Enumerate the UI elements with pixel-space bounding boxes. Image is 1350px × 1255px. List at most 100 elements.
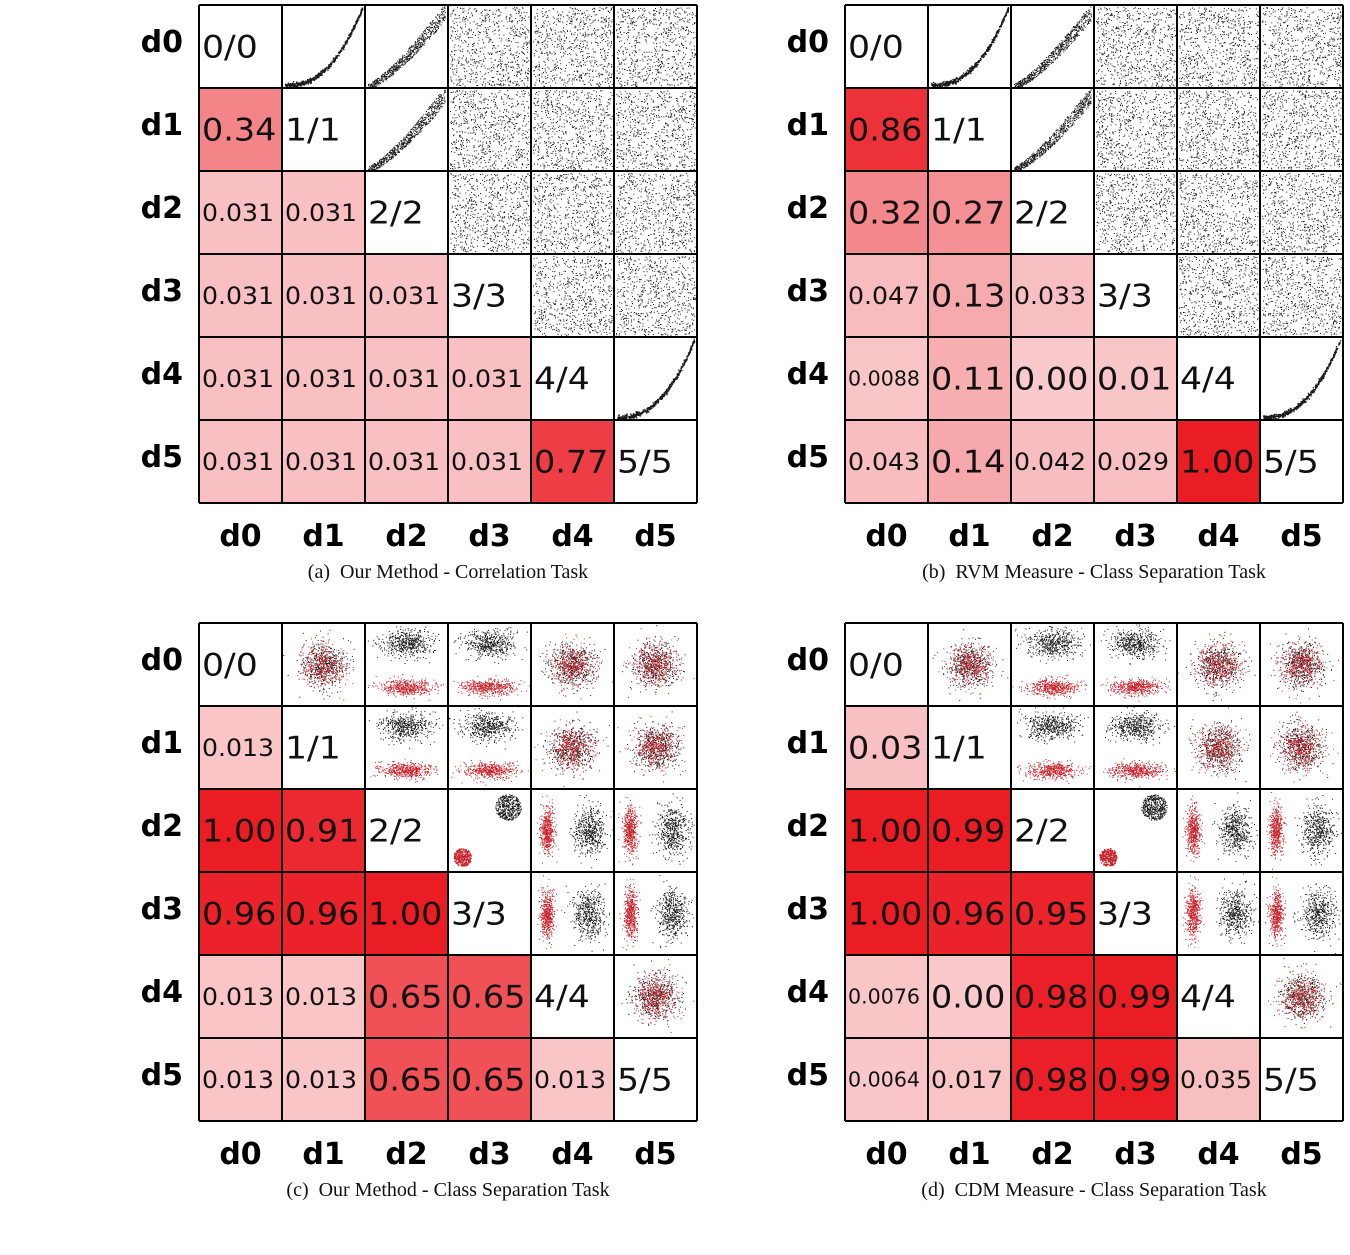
value-label: 0.031 [368, 448, 440, 476]
col-label: d5 [614, 1137, 697, 1172]
scatter-plot [1096, 90, 1176, 170]
col-label: d1 [282, 519, 365, 554]
scatter-plot [1179, 256, 1259, 336]
scatter-plot [1096, 173, 1176, 253]
scatter-plot [534, 711, 611, 787]
diagonal-label: 1/1 [931, 731, 987, 767]
row-label: d5 [127, 1058, 183, 1093]
diagonal-label: 5/5 [1263, 1063, 1319, 1099]
scatter-plot [1263, 340, 1342, 421]
scatter-plot [449, 708, 529, 786]
value-label: 0.047 [848, 282, 920, 310]
scatter-plot [1179, 90, 1259, 170]
row-label: d2 [127, 809, 183, 844]
col-label: d2 [365, 519, 448, 554]
value-cell [845, 706, 928, 789]
col-label: d0 [199, 519, 282, 554]
col-label: d4 [531, 1137, 614, 1172]
diagonal-cell [531, 337, 614, 420]
row-label: d4 [127, 357, 183, 392]
diagonal-label: 3/3 [1097, 279, 1153, 315]
scatter-plot [622, 625, 695, 698]
scatter-cell [614, 872, 697, 955]
row-label: d3 [773, 892, 829, 927]
value-cell [531, 420, 614, 503]
diagonal-cell [199, 623, 282, 706]
value-label: 0.95 [1014, 897, 1088, 933]
scatter-cell [1177, 88, 1260, 171]
value-cell [448, 955, 531, 1038]
diagonal-cell [928, 88, 1011, 171]
value-label: 0.031 [202, 199, 274, 227]
value-cell [199, 955, 282, 1038]
col-label: d4 [1177, 1137, 1260, 1172]
value-label: 0.65 [368, 980, 442, 1016]
value-label: 0.0088 [848, 367, 920, 391]
col-label: d4 [531, 519, 614, 554]
diagonal-cell [1011, 171, 1094, 254]
diagonal-label: 4/4 [1180, 362, 1236, 398]
caption-text: Our Method - Class Separation Task [319, 1179, 610, 1201]
caption-text: Our Method - Correlation Task [340, 561, 588, 583]
value-cell [199, 706, 282, 789]
scatter-plot [368, 6, 446, 88]
diagonal-cell [282, 88, 365, 171]
scatter-plot [1014, 6, 1092, 88]
scatter-plot [533, 256, 613, 336]
value-label: 1.00 [202, 814, 276, 850]
value-cell [1011, 337, 1094, 420]
value-cell [928, 254, 1011, 337]
scatter-plot [1266, 792, 1343, 870]
diagonal-cell [365, 789, 448, 872]
value-label: 0.013 [534, 1066, 606, 1094]
diagonal-cell [365, 171, 448, 254]
value-label: 0.03 [848, 731, 922, 767]
diagonal-label: 0/0 [848, 30, 904, 66]
value-label: 0.96 [931, 897, 1005, 933]
row-label: d1 [773, 108, 829, 143]
diagonal-label: 5/5 [617, 445, 673, 481]
caption-label: (d) [921, 1179, 944, 1201]
scatter-plot [1017, 707, 1094, 784]
value-cell [531, 1038, 614, 1121]
value-cell [1177, 420, 1260, 503]
diagonal-label: 0/0 [202, 30, 258, 66]
scatter-plot [619, 875, 695, 951]
value-cell [928, 1038, 1011, 1121]
value-label: 0.031 [368, 365, 440, 393]
scatter-cell [1094, 706, 1177, 789]
value-label: 0.013 [285, 1066, 357, 1094]
scatter-plot [533, 7, 613, 87]
scatter-cell [1177, 706, 1260, 789]
panel-caption: (b) RVM Measure - Class Separation Task [794, 561, 1350, 584]
panel-caption: (d) CDM Measure - Class Separation Task [794, 1179, 1350, 1202]
value-cell [845, 88, 928, 171]
value-label: 0.32 [848, 196, 922, 232]
value-label: 0.34 [202, 113, 276, 149]
row-label: d5 [773, 440, 829, 475]
diagonal-cell [1011, 789, 1094, 872]
scatter-plot [617, 338, 696, 421]
value-label: 0.91 [285, 814, 359, 850]
value-cell [845, 789, 928, 872]
scatter-cell [614, 337, 697, 420]
row-label: d2 [127, 191, 183, 226]
diagonal-cell [614, 1038, 697, 1121]
col-label: d3 [1094, 519, 1177, 554]
value-label: 0.035 [1180, 1066, 1252, 1094]
diagonal-cell [1094, 254, 1177, 337]
value-label: 0.0064 [848, 1068, 920, 1092]
diagonal-cell [1177, 337, 1260, 420]
scatter-plot [453, 794, 522, 867]
value-label: 0.27 [931, 196, 1005, 232]
scatter-plot [1264, 876, 1342, 955]
scatter-cell [1011, 88, 1094, 171]
caption-label: (a) [308, 561, 330, 583]
value-cell [928, 337, 1011, 420]
value-cell [1094, 337, 1177, 420]
value-cell [1094, 1038, 1177, 1121]
diagonal-label: 4/4 [1180, 980, 1236, 1016]
diagonal-label: 5/5 [617, 1063, 673, 1099]
diagonal-cell [199, 5, 282, 88]
value-cell [282, 171, 365, 254]
